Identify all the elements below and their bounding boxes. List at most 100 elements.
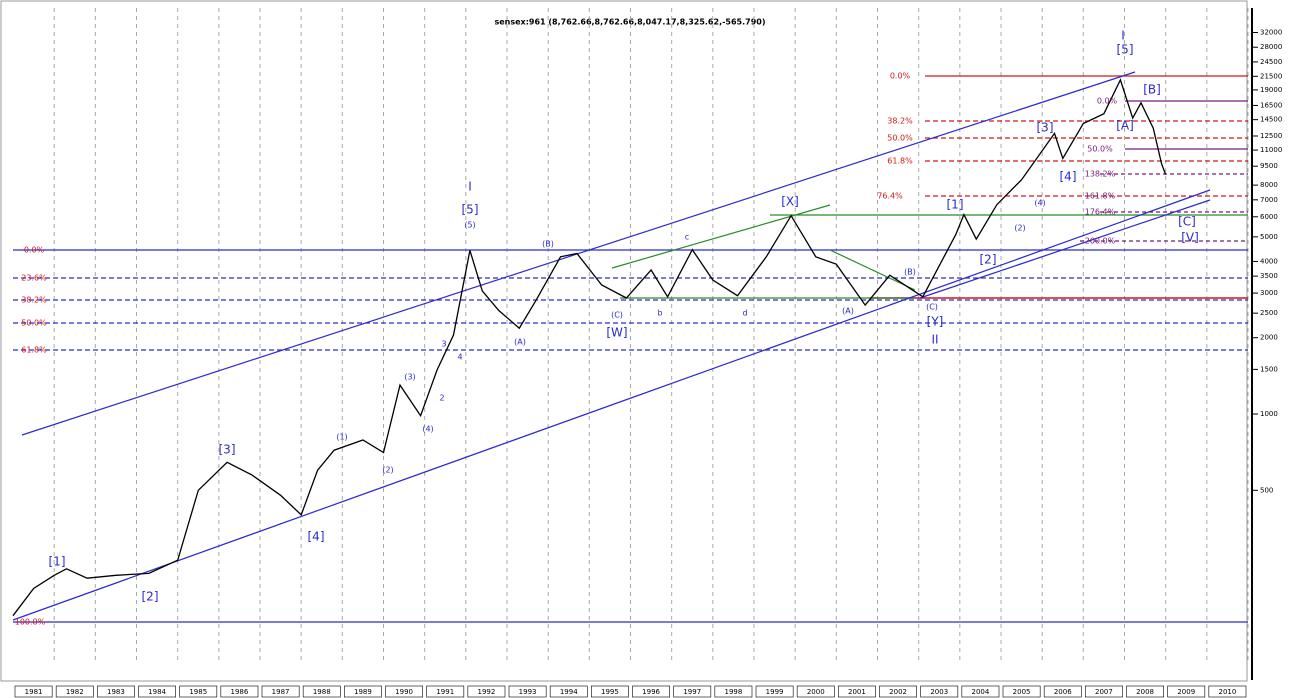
- y-tick-label: 16500: [1260, 101, 1282, 109]
- x-tick-label: 1989: [354, 688, 372, 696]
- y-tick-label: 28000: [1260, 43, 1282, 51]
- x-tick-label: 2007: [1095, 688, 1113, 696]
- annotation: [3]: [219, 443, 236, 457]
- annotation: 0.0%: [1097, 97, 1118, 106]
- x-tick-label: 2006: [1054, 688, 1072, 696]
- y-tick-label: 9500: [1260, 162, 1278, 170]
- annotation: 4: [457, 353, 462, 362]
- x-tick-label: 2005: [1013, 688, 1031, 696]
- annotation: [1]: [49, 555, 66, 569]
- x-tick-box: [1085, 685, 1123, 698]
- x-tick-box: [549, 685, 588, 698]
- x-tick-box: [673, 685, 712, 698]
- y-tick-label: 1500: [1260, 365, 1278, 373]
- x-tick-box: [838, 685, 876, 698]
- y-tick-label: 12500: [1260, 132, 1282, 140]
- x-tick-box: [961, 685, 1000, 698]
- annotation: [4]: [308, 530, 325, 544]
- annotation: (3): [404, 373, 415, 382]
- annotation: (B): [542, 240, 554, 249]
- y-tick-label: 7000: [1260, 196, 1278, 204]
- x-tick-label: 1988: [313, 688, 331, 696]
- x-tick-label: 1984: [148, 688, 166, 696]
- annotation: 138.2%: [1085, 170, 1116, 179]
- x-tick-box: [591, 685, 629, 698]
- annotation: (A): [514, 338, 526, 347]
- annotation: (1): [336, 433, 347, 442]
- annotation: (B): [904, 268, 916, 277]
- x-tick-box: [179, 685, 218, 698]
- x-tick-box: [632, 685, 670, 698]
- annotation: 38.2%: [887, 117, 913, 126]
- x-tick-box: [14, 685, 53, 698]
- y-tick-label: 24500: [1260, 58, 1282, 66]
- y-tick-label: 1000: [1260, 410, 1278, 418]
- annotation: 61.8%: [887, 157, 913, 166]
- y-tick-label: 2000: [1260, 334, 1278, 342]
- x-tick-label: 1993: [519, 688, 537, 696]
- overlay-line: [919, 199, 1211, 299]
- y-tick-label: 32000: [1260, 29, 1282, 37]
- x-tick-label: 1994: [560, 688, 578, 696]
- x-tick-label: 1981: [25, 688, 43, 696]
- y-tick-label: 2500: [1260, 309, 1278, 317]
- annotation: [A]: [1116, 119, 1134, 133]
- annotation: 23.6%: [21, 274, 47, 283]
- annotation: [W]: [606, 326, 627, 340]
- x-tick-box: [138, 685, 176, 698]
- x-tick-label: 1992: [478, 688, 496, 696]
- annotation: 50.0%: [887, 134, 913, 143]
- annotation: I: [468, 180, 472, 194]
- x-tick-box: [1002, 685, 1041, 698]
- annotation: [V]: [1181, 231, 1199, 245]
- annotation: 38.2%: [21, 296, 47, 305]
- annotation: [2]: [980, 253, 997, 267]
- annotation: (C): [926, 303, 938, 312]
- x-tick-label: 1995: [601, 688, 619, 696]
- x-tick-box: [920, 685, 959, 698]
- x-tick-label: 2010: [1219, 688, 1237, 696]
- y-tick-label: 3000: [1260, 289, 1278, 297]
- x-tick-box: [1043, 685, 1082, 698]
- annotation: 50.0%: [21, 319, 47, 328]
- y-tick-label: 4000: [1260, 257, 1278, 265]
- annotation: 61.8%: [21, 346, 47, 355]
- x-tick-box: [879, 685, 917, 698]
- annotation: 161.8%: [1085, 192, 1116, 201]
- x-tick-label: 1990: [395, 688, 413, 696]
- x-tick-box: [426, 685, 465, 698]
- x-tick-label: 1991: [436, 688, 454, 696]
- x-tick-label: 1983: [107, 688, 125, 696]
- chart-title: sensex:961 (8,762.66,8,762.66,8,047.17,8…: [494, 18, 765, 27]
- x-tick-box: [385, 685, 423, 698]
- x-tick-box: [55, 685, 94, 698]
- overlay-line: [829, 249, 916, 291]
- y-tick-label: 5000: [1260, 233, 1278, 241]
- x-tick-box: [1167, 685, 1206, 698]
- x-tick-label: 2004: [972, 688, 990, 696]
- x-tick-box: [1126, 685, 1164, 698]
- annotation: [3]: [1037, 121, 1054, 135]
- x-tick-box: [344, 685, 382, 698]
- overlay-line: [12, 189, 1211, 621]
- x-tick-label: 1982: [66, 688, 84, 696]
- annotation: 200.0%: [1085, 237, 1116, 246]
- x-tick-label: 1985: [189, 688, 207, 696]
- annotation: (4): [1034, 199, 1045, 208]
- x-tick-box: [467, 685, 506, 698]
- annotation: [5]: [462, 203, 479, 217]
- x-tick-label: 2000: [807, 688, 825, 696]
- x-tick-label: 1986: [231, 688, 249, 696]
- y-tick-label: 11000: [1260, 146, 1282, 154]
- x-tick-label: 2001: [848, 688, 866, 696]
- annotation: (4): [422, 425, 433, 434]
- annotation: c: [685, 233, 689, 242]
- annotation: 0.0%: [890, 72, 911, 81]
- x-tick-box: [755, 685, 794, 698]
- x-tick-box: [261, 685, 300, 698]
- y-tick-label: 19000: [1260, 86, 1282, 94]
- y-tick-label: 3500: [1260, 272, 1278, 280]
- x-tick-label: 2009: [1177, 688, 1195, 696]
